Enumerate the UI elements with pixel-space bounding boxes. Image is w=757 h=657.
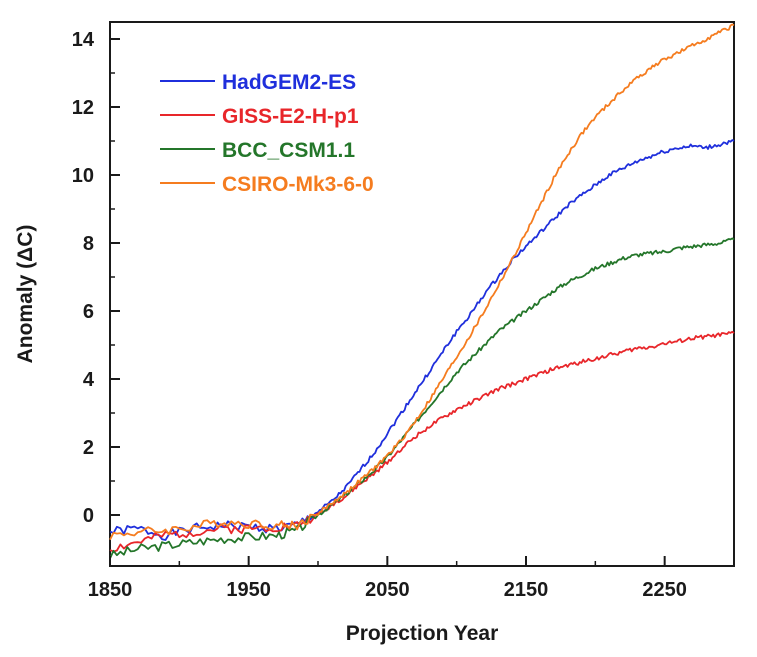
y-tick-label: 6 [83,301,94,323]
y-tick-label: 4 [83,369,95,391]
legend: HadGEM2-ES GISS-E2-H-p1 BCC_CSM1.1 CSIRO-Mk… [160,71,374,196]
y-tick-label: 8 [83,233,94,255]
y-tick-label: 2 [83,437,94,459]
legend-label: BCC_CSM1.1 [222,139,355,162]
plot-frame [109,21,735,567]
tick-layer: 1850 1950 2050 2150 2250 0 2 4 6 8 10 12 14 [72,29,687,601]
x-axis-title: Projection Year [346,622,499,645]
series-layer [109,23,735,559]
y-axis-title: Anomaly (ΔC) [14,225,37,364]
legend-label: CSIRO-Mk3-6-0 [222,173,374,196]
y-tick-label: 0 [83,505,94,527]
y-tick-label: 12 [72,97,94,119]
series-line [109,330,735,553]
y-tick-label: 14 [72,29,95,51]
legend-label: HadGEM2-ES [222,71,356,94]
y-tick-label: 10 [72,165,94,187]
x-tick-label: 1850 [88,579,133,601]
x-tick-label: 1950 [226,579,271,601]
series-line [109,139,735,541]
x-tick-label: 2050 [365,579,410,601]
x-tick-label: 2150 [504,579,549,601]
series-line [109,23,735,541]
legend-label: GISS-E2-H-p1 [222,105,359,128]
x-tick-label: 2250 [642,579,687,601]
series-line [109,237,735,559]
